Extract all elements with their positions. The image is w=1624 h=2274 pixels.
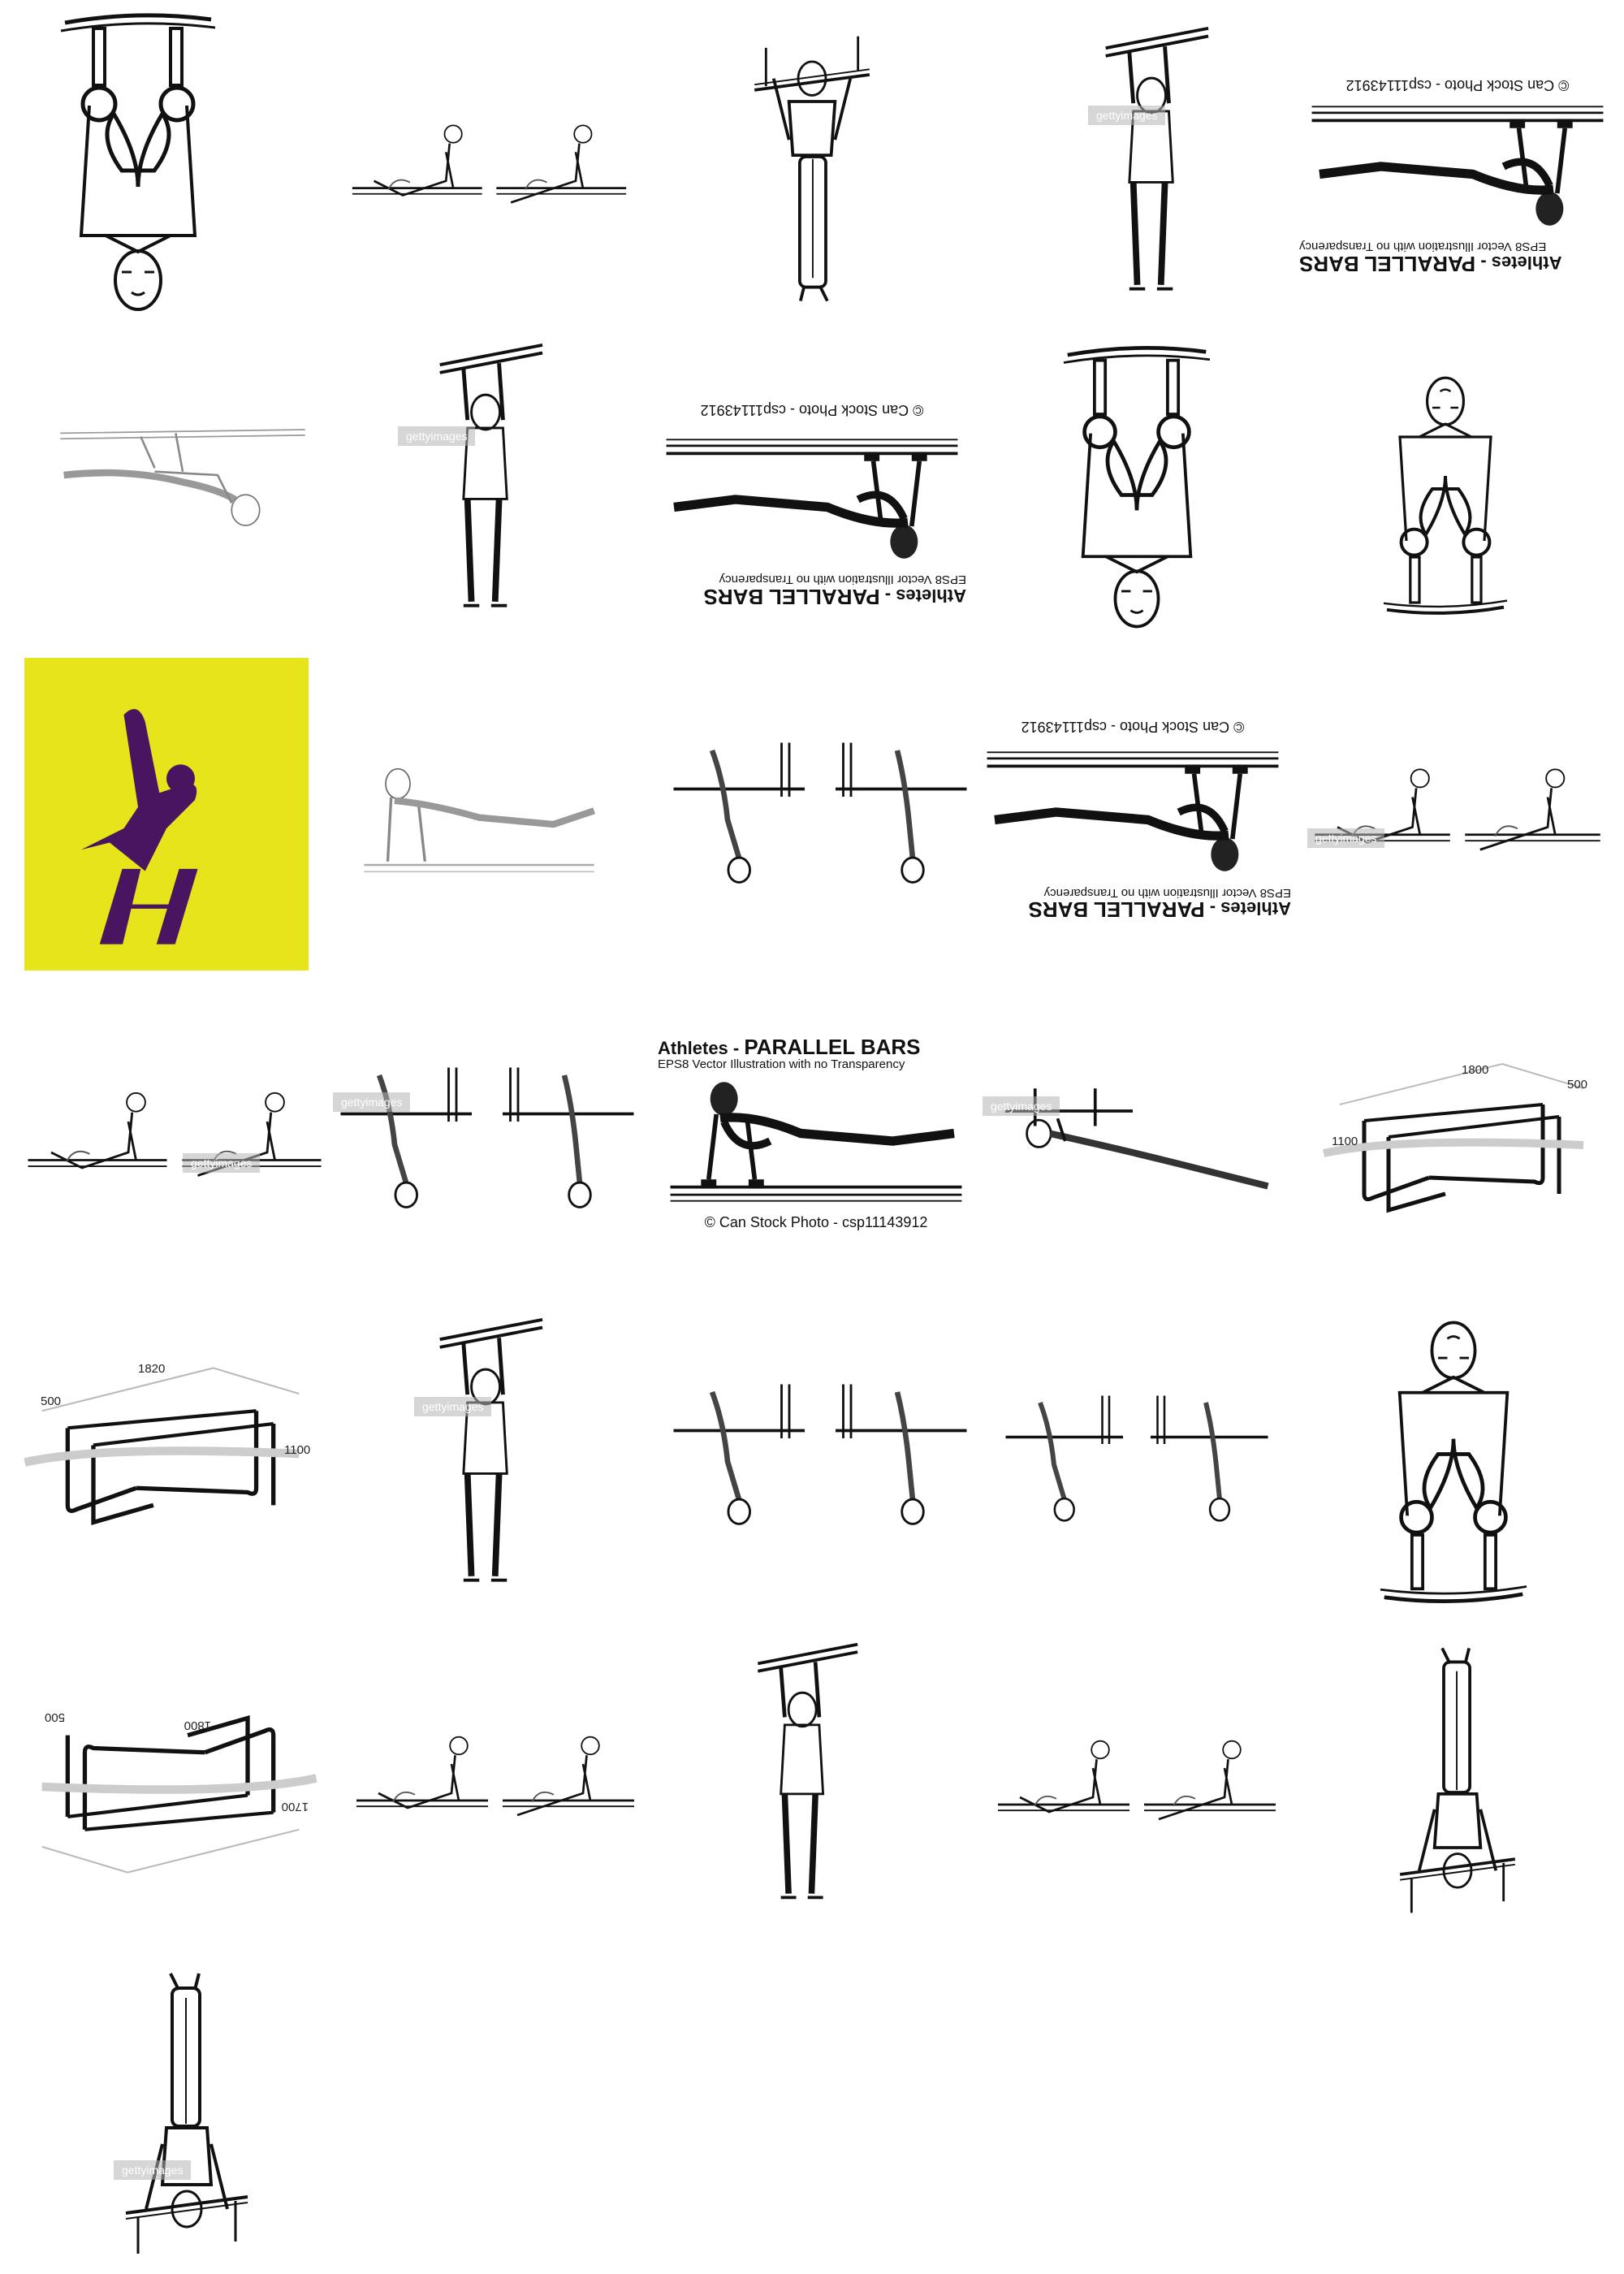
- tile-hanging-bar-2[interactable]: gettyimages: [398, 341, 568, 625]
- watermark: gettyimages: [983, 1096, 1060, 1116]
- parallel-bars-pair-illustration: [1307, 731, 1608, 893]
- parallel-bars-athlete-illustration: [1299, 97, 1616, 236]
- handstand-illustration: [1372, 1641, 1543, 1917]
- hanging-bar-illustration: [406, 1316, 568, 1600]
- tile-parallel-pair-5[interactable]: gettyimages: [333, 1056, 641, 1218]
- caption-prefix: Athletes -: [879, 586, 966, 606]
- rings-gymnast-illustration: [1380, 349, 1510, 642]
- dim-height: 1100: [284, 1443, 310, 1457]
- tile-parallel-pair-4[interactable]: gettyimages: [20, 1056, 329, 1218]
- parallel-bars-athlete-illustration: [658, 430, 966, 568]
- parallel-bars-pair-illustration: [991, 1714, 1283, 1852]
- tile-parallel-pair-3[interactable]: gettyimages: [1307, 731, 1608, 893]
- dim-height: 1100: [1332, 1135, 1358, 1148]
- rings-gymnast-illustration: [1364, 1316, 1543, 1608]
- caption-credit: © Can Stock Photo - csp11143912: [1021, 719, 1245, 735]
- tile-bar-diagram-2[interactable]: 1820 1100 500: [16, 1356, 325, 1551]
- tile-sketch-plank[interactable]: [357, 739, 601, 910]
- caption-prefix: Athletes -: [1204, 898, 1291, 919]
- parallel-bars-pair-illustration: [20, 1056, 329, 1218]
- tile-rings-3[interactable]: [1380, 349, 1510, 642]
- rings-gymnast-illustration: [49, 8, 227, 317]
- tile-rings-4[interactable]: [1364, 1316, 1543, 1608]
- tile-handstand-1[interactable]: [731, 32, 893, 309]
- watermark: gettyimages: [114, 2160, 192, 2180]
- caption-subtitle: EPS8 Vector Illustration with no Transpa…: [1043, 886, 1291, 900]
- tile-rings-1[interactable]: [49, 8, 227, 317]
- tile-bar-diagram-1[interactable]: 1800 1100 500: [1315, 1056, 1608, 1234]
- tile-hanging-bar-1[interactable]: gettyimages: [1072, 24, 1234, 309]
- tile-parallel-pair-7[interactable]: [991, 1389, 1283, 1527]
- swing-illustration: [983, 1064, 1283, 1218]
- handstand-illustration: [106, 1965, 268, 2258]
- tile-hanging-bar-4[interactable]: [715, 1641, 893, 1917]
- tile-athletes-parallel-bars-3[interactable]: Athletes - PARALLEL BARS EPS8 Vector Ill…: [974, 715, 1291, 922]
- watermark: gettyimages: [398, 426, 476, 446]
- dim-length: 1800: [1462, 1063, 1488, 1077]
- tile-rings-2[interactable]: [1056, 341, 1218, 633]
- parallel-bars-athlete-illustration: [974, 743, 1291, 881]
- inverted-pair-illustration: [991, 1389, 1283, 1527]
- caption-subtitle: EPS8 Vector Illustration with no Transpa…: [658, 1057, 905, 1071]
- tile-athletes-parallel-bars-4[interactable]: Athletes - PARALLEL BARS EPS8 Vector Ill…: [658, 1035, 974, 1234]
- tile-hanging-bar-3[interactable]: gettyimages: [406, 1316, 568, 1600]
- handstand-illustration: [731, 32, 893, 309]
- tile-parallel-pair-9[interactable]: [991, 1714, 1283, 1852]
- dim-height: 1700: [282, 1800, 309, 1814]
- inverted-pair-illustration: [333, 1056, 641, 1218]
- parallel-bars-diagram: 1800 1700 500: [16, 1710, 325, 1884]
- caption-subtitle: EPS8 Vector Illustration with no Transpa…: [1299, 240, 1547, 253]
- dim-length: 1820: [138, 1362, 165, 1376]
- watermark: gettyimages: [414, 1397, 492, 1416]
- caption-prefix: Athletes -: [1475, 253, 1562, 273]
- watermark: gettyimages: [183, 1153, 261, 1173]
- hanging-bar-illustration: [715, 1641, 893, 1917]
- caption-title: PARALLEL BARS: [744, 1035, 921, 1059]
- caption-credit: © Can Stock Photo - csp11143912: [700, 402, 924, 418]
- inverted-pair-illustration: [666, 1373, 974, 1535]
- tile-parallel-pair-2[interactable]: [666, 731, 974, 893]
- pencil-sketch-plank-illustration: [357, 739, 601, 910]
- dim-length: 1800: [184, 1718, 211, 1732]
- gymnast-pictogram: [20, 658, 313, 971]
- caption-title: PARALLEL BARS: [703, 585, 880, 609]
- tile-athletes-parallel-bars-1[interactable]: Athletes - PARALLEL BARS EPS8 Vector Ill…: [1299, 73, 1616, 276]
- tile-swing-bar[interactable]: gettyimages: [983, 1064, 1283, 1218]
- watermark: gettyimages: [333, 1092, 411, 1112]
- tile-parallel-pair-8[interactable]: [349, 1689, 641, 1868]
- inverted-pair-illustration: [666, 731, 974, 893]
- watermark: gettyimages: [1088, 106, 1166, 125]
- caption-title: PARALLEL BARS: [1299, 252, 1476, 276]
- tile-pictogram-yellow[interactable]: [20, 658, 313, 971]
- hanging-bar-illustration: [406, 341, 568, 625]
- caption-credit: © Can Stock Photo - csp11143912: [1345, 77, 1570, 93]
- tile-handstand-2[interactable]: [1372, 1641, 1543, 1917]
- tile-handstand-3[interactable]: gettyimages: [106, 1965, 268, 2258]
- watermark: gettyimages: [1307, 828, 1385, 848]
- caption-credit: © Can Stock Photo - csp11143912: [704, 1214, 928, 1230]
- parallel-bars-pair-illustration: [349, 1689, 641, 1868]
- caption-prefix: Athletes -: [658, 1038, 745, 1058]
- parallel-bars-pair-illustration: [345, 97, 633, 236]
- dim-width: 500: [1567, 1078, 1587, 1092]
- tile-sketch-hang[interactable]: [57, 390, 309, 560]
- parallel-bars-diagram: 1800 1100 500: [1315, 1056, 1587, 1234]
- tile-parallel-pair-1[interactable]: [345, 97, 633, 236]
- tile-parallel-pair-6[interactable]: [666, 1373, 974, 1535]
- pencil-sketch-hang-illustration: [57, 390, 309, 560]
- caption-subtitle: EPS8 Vector Illustration with no Transpa…: [719, 573, 966, 586]
- tile-bar-diagram-3[interactable]: 1800 1700 500: [16, 1689, 325, 1884]
- parallel-bars-diagram: 1820 1100 500: [16, 1362, 310, 1551]
- hanging-bar-illustration: [1072, 24, 1234, 309]
- tile-athletes-parallel-bars-2[interactable]: Athletes - PARALLEL BARS EPS8 Vector Ill…: [658, 398, 966, 609]
- caption-title: PARALLEL BARS: [1028, 897, 1205, 922]
- dim-width: 500: [41, 1394, 61, 1408]
- parallel-bars-athlete-illustration: [658, 1072, 974, 1210]
- rings-gymnast-illustration: [1056, 341, 1218, 633]
- dim-width: 500: [45, 1710, 65, 1724]
